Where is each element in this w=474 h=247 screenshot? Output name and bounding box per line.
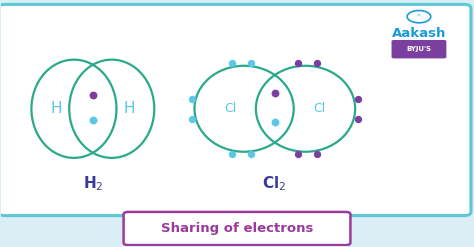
FancyBboxPatch shape: [0, 4, 471, 216]
Text: Cl: Cl: [225, 102, 237, 115]
Point: [295, 152, 302, 156]
Point: [89, 118, 97, 122]
Point: [354, 97, 361, 101]
Point: [271, 91, 279, 95]
Point: [188, 97, 196, 101]
Point: [271, 120, 279, 124]
Text: Cl$_2$: Cl$_2$: [262, 174, 286, 193]
Text: ⌃: ⌃: [416, 14, 422, 20]
Point: [314, 61, 321, 65]
Point: [247, 152, 255, 156]
Point: [354, 117, 361, 121]
Text: Cl: Cl: [314, 102, 326, 115]
FancyBboxPatch shape: [124, 212, 350, 245]
Point: [247, 61, 255, 65]
Text: Sharing of electrons: Sharing of electrons: [161, 222, 313, 235]
Point: [295, 61, 302, 65]
Text: BYJU'S: BYJU'S: [407, 46, 431, 52]
Point: [228, 152, 236, 156]
Point: [228, 61, 236, 65]
Point: [89, 93, 97, 97]
Point: [314, 152, 321, 156]
Text: Aakash: Aakash: [392, 27, 446, 40]
Text: H: H: [124, 101, 136, 116]
FancyBboxPatch shape: [392, 40, 447, 58]
Text: H$_2$: H$_2$: [82, 174, 103, 193]
Text: H: H: [50, 101, 62, 116]
Point: [188, 117, 196, 121]
